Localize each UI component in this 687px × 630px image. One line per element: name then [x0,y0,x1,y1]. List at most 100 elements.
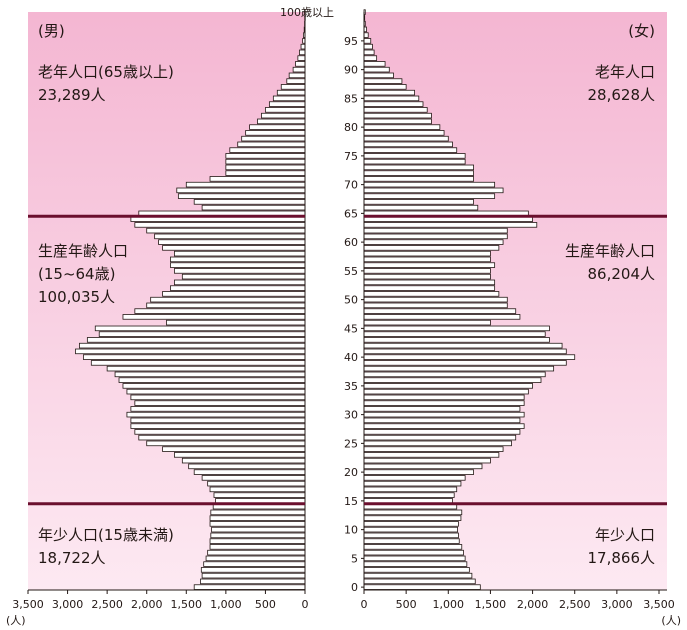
female-bar-age-29 [363,417,521,424]
male-young-label: 年少人口(15歳未満) [38,526,174,544]
female-young-label: 年少人口 [595,526,655,544]
male-bar-age-13 [210,509,306,516]
male-bar-age-29 [130,417,306,424]
male-bar-age-34 [126,388,306,395]
female-bar-age-3 [363,567,470,573]
male-bar-age-77 [237,141,306,148]
female-bar-age-5 [363,555,466,562]
female-bar-age-16 [363,492,455,498]
age-tick-20: 20 [344,466,358,479]
male-elderly-value: 23,289人 [38,86,106,104]
male-bar-age-35 [122,383,306,389]
female-bar-age-11 [363,521,459,527]
female-bar-age-91 [363,61,386,67]
female-bar-age-58 [363,250,491,257]
female-bar-age-2 [363,572,473,579]
female-bar-age-39 [363,360,567,366]
male-bar-age-5 [205,555,306,562]
female-bar-age-70 [363,181,496,188]
male-bar-age-21 [188,463,306,470]
age-tick-75: 75 [344,150,358,163]
female-bar-age-25 [363,440,512,447]
female-working-value: 86,204人 [588,265,656,283]
female-bar-age-47 [363,314,521,320]
male-x-tick-1: 3,000 [52,598,84,611]
male-bar-age-72 [225,170,306,176]
female-bar-age-62 [363,227,508,234]
age-group-dividers [28,214,667,506]
female-bar-age-80 [363,124,441,130]
male-bar-age-83 [265,107,306,113]
female-bar-age-8 [363,538,460,544]
female-bar-age-66 [363,204,479,211]
female-bar-age-19 [363,475,466,481]
female-bar-age-87 [363,84,407,90]
male-bar-age-38 [106,365,306,372]
female-bar-age-81 [363,118,432,125]
male-working-value: 100,035人 [38,288,115,306]
female-bar-age-4 [363,561,468,567]
male-bar-age-18 [207,480,306,487]
male-working-range: (15~64歳) [38,265,115,283]
male-bar-age-7 [209,544,306,550]
female-bar-age-38 [363,365,555,372]
female-bar-age-26 [363,434,517,441]
x-unit-right: (人) [661,614,681,627]
female-bar-age-48 [363,308,517,314]
male-bar-age-23 [174,452,306,458]
male-bar-age-74 [225,158,306,165]
female-x-tick-1: 500 [396,598,417,611]
male-bar-age-53 [174,279,306,286]
male-x-tick-2: 2,500 [91,598,123,611]
female-bar-age-21 [363,463,483,470]
female-bar-age-9 [363,532,459,539]
female-bar-age-0 [363,584,481,590]
female-bar-age-30 [363,411,525,418]
female-bar-age-71 [363,176,474,182]
female-young-value: 17,866人 [588,549,656,567]
x-unit-left: (人) [6,614,26,627]
male-bar-age-31 [130,406,306,412]
female-bar-age-55 [363,268,491,274]
male-bar-age-41 [75,348,306,355]
male-bar-age-10 [211,526,306,533]
male-bar-age-8 [209,538,306,544]
age-tick-40: 40 [344,351,358,364]
female-bar-age-13 [363,509,463,516]
male-bar-age-11 [209,521,306,527]
age-tick-80: 80 [344,121,358,134]
male-elderly-label: 老年人口(65歳以上) [38,63,174,81]
female-bar-age-45 [363,325,550,332]
female-bar-age-43 [363,337,550,343]
age-axis-ticks: 0 5 10 15 20 25 30 35 40 45 50 55 60 65 70 75 80 85 90 95 10… [280,6,364,594]
female-bar-age-89 [363,72,394,79]
male-bar-age-86 [276,89,306,96]
male-bar-age-58 [174,250,306,257]
male-bar-age-16 [213,492,306,498]
male-bar-age-42 [79,342,306,349]
female-x-tick-6: 3,000 [601,598,633,611]
x-axis-ticks: 3,500 3,000 2,500 2,000 1,500 1,000 500 0 0 500 1,… [12,590,675,611]
male-bar-age-55 [174,268,306,274]
age-tick-90: 90 [344,64,358,77]
male-bar-age-0 [193,584,306,590]
female-bar-age-67 [363,199,474,205]
male-bar-age-2 [201,572,306,579]
age-tick-0: 0 [351,581,358,594]
female-bar-age-24 [363,446,504,452]
male-bar-age-43 [86,337,306,343]
female-bar-age-18 [363,480,462,487]
female-bar-age-50 [363,296,508,303]
female-bar-age-85 [363,95,420,102]
male-bar-age-60 [158,239,306,245]
female-bar-age-90 [363,66,390,73]
male-bar-age-87 [280,84,306,90]
male-bar-age-51 [162,291,306,297]
female-bar-age-60 [363,239,504,245]
female-bar-age-77 [363,141,453,148]
female-bar-age-93 [363,49,375,56]
female-bar-age-75 [363,153,466,159]
male-series-label: (男) [38,22,65,40]
male-x-tick-5: 1,000 [210,598,242,611]
female-bar-age-51 [363,291,500,297]
